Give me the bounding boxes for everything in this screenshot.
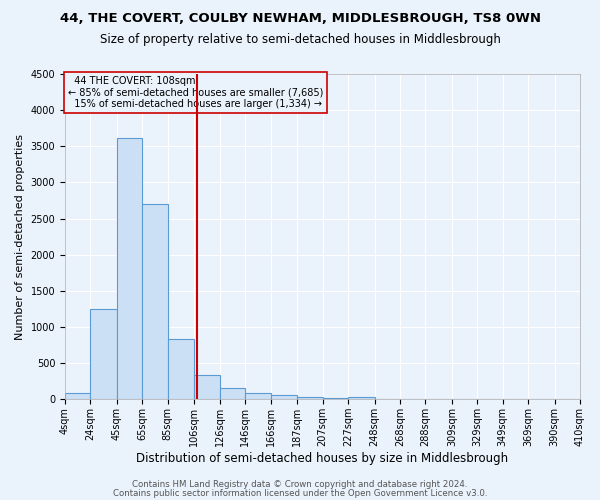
Bar — [220, 388, 245, 400]
Bar — [65, 393, 91, 400]
Text: 44, THE COVERT, COULBY NEWHAM, MIDDLESBROUGH, TS8 0WN: 44, THE COVERT, COULBY NEWHAM, MIDDLESBR… — [59, 12, 541, 26]
Bar — [323, 398, 348, 400]
X-axis label: Distribution of semi-detached houses by size in Middlesbrough: Distribution of semi-detached houses by … — [136, 452, 509, 465]
Bar — [142, 204, 168, 400]
Bar — [348, 397, 374, 400]
Text: Contains HM Land Registry data © Crown copyright and database right 2024.: Contains HM Land Registry data © Crown c… — [132, 480, 468, 489]
Bar — [297, 397, 323, 400]
Bar — [271, 396, 297, 400]
Bar — [245, 393, 271, 400]
Bar — [194, 376, 220, 400]
Bar — [91, 309, 117, 400]
Bar — [117, 138, 142, 400]
Bar — [168, 340, 194, 400]
Text: 44 THE COVERT: 108sqm  
← 85% of semi-detached houses are smaller (7,685)
  15% : 44 THE COVERT: 108sqm ← 85% of semi-deta… — [68, 76, 323, 109]
Y-axis label: Number of semi-detached properties: Number of semi-detached properties — [15, 134, 25, 340]
Text: Size of property relative to semi-detached houses in Middlesbrough: Size of property relative to semi-detach… — [100, 32, 500, 46]
Text: Contains public sector information licensed under the Open Government Licence v3: Contains public sector information licen… — [113, 488, 487, 498]
